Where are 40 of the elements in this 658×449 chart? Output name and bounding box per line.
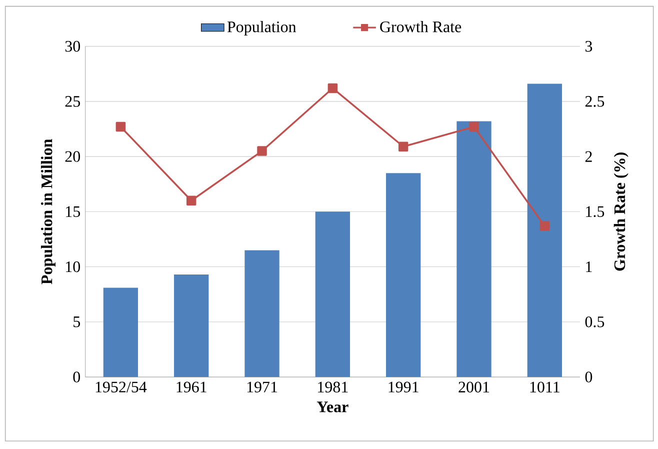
bar bbox=[244, 250, 280, 377]
y2-tick-label: 2.5 bbox=[585, 96, 604, 107]
point bbox=[398, 142, 408, 152]
y-tick-label: 10 bbox=[66, 261, 80, 272]
point bbox=[257, 146, 267, 156]
y2-tick-label: 3 bbox=[585, 40, 592, 52]
y-tick-label: 30 bbox=[65, 40, 80, 52]
y2-tick-label: 2 bbox=[585, 151, 592, 162]
x-tick-label: 1952/54 bbox=[96, 382, 147, 392]
x-tick-label: 1981 bbox=[318, 382, 348, 392]
y-tick-label: 15 bbox=[66, 206, 80, 218]
point bbox=[186, 196, 196, 206]
point bbox=[116, 122, 126, 132]
y-tick-label: 5 bbox=[74, 316, 80, 328]
bar bbox=[386, 173, 421, 377]
y2-axis-title: Growth Rate (%) bbox=[614, 152, 628, 271]
point bbox=[328, 83, 338, 94]
x-axis-title: Year bbox=[316, 402, 348, 412]
bar bbox=[456, 121, 492, 377]
x-tick-label: 1011 bbox=[530, 382, 560, 392]
bar bbox=[103, 288, 138, 377]
x-tick-label: 1961 bbox=[176, 382, 206, 392]
y2-tick-label: 0 bbox=[585, 372, 592, 382]
x-tick-label: 1991 bbox=[388, 382, 418, 392]
y2-tick-label: 1 bbox=[586, 261, 592, 272]
bar bbox=[315, 212, 350, 377]
x-tick-label: 1971 bbox=[247, 382, 278, 392]
y-tick-label: 20 bbox=[65, 151, 80, 162]
x-tick-label: 2001 bbox=[458, 382, 490, 392]
bar bbox=[527, 84, 562, 377]
point bbox=[540, 221, 550, 231]
y-tick-label: 0 bbox=[73, 372, 80, 382]
legend-label: Growth Rate bbox=[380, 21, 462, 32]
y2-tick-label: 0.5 bbox=[585, 316, 604, 328]
point bbox=[469, 122, 479, 132]
y-tick-label: 25 bbox=[65, 96, 80, 107]
y-axis-title: Population in Million bbox=[40, 138, 56, 284]
legend-label: Population bbox=[227, 21, 296, 36]
bar bbox=[174, 274, 209, 377]
y2-tick-label: 1.5 bbox=[586, 206, 604, 218]
